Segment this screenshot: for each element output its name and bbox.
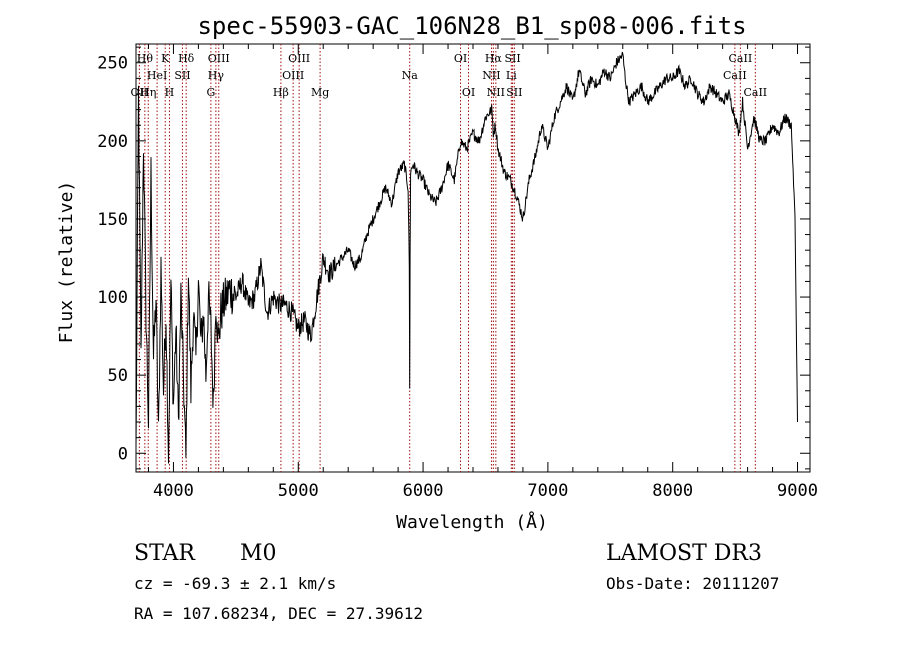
x-tick-label-3: 7000: [527, 481, 568, 501]
marker-label-14: Mg: [311, 86, 329, 99]
marker-label-17: OI: [462, 86, 475, 99]
y-tick-label-5: 250: [97, 54, 128, 74]
marker-label-4: K: [161, 52, 170, 65]
marker-label-21: Li: [506, 69, 517, 82]
marker-label-15: Na: [402, 69, 419, 82]
marker-label-11: Hβ: [273, 86, 289, 99]
spectrum-line-0: [135, 51, 798, 464]
marker-label-19: Hα: [485, 52, 503, 65]
y-tick-label-4: 200: [97, 132, 128, 152]
plot-frame: [135, 43, 811, 473]
marker-label-0: Hθ: [137, 52, 154, 65]
y-axis-ticks: 0 50 100 150 200 250: [97, 46, 810, 470]
chart-title: spec-55903-GAC_106N28_B1_sp08-006.fits: [197, 12, 746, 40]
class-label: STAR: [134, 541, 196, 566]
marker-label-3: HeI: [147, 69, 167, 82]
marker-label-18: NII: [482, 69, 500, 82]
marker-label-23: SII: [506, 86, 522, 99]
y-tick-label-2: 100: [97, 288, 128, 308]
marker-label-5: H: [165, 86, 175, 99]
marker-label-6: SII: [174, 69, 190, 82]
marker-label-16: OI: [454, 52, 467, 65]
x-tick-label-5: 9000: [777, 481, 818, 501]
subclass-label: M0: [240, 541, 277, 566]
obs-date-line: Obs-Date: 20111207: [606, 574, 779, 593]
x-tick-label-4: 8000: [652, 481, 693, 501]
marker-label-7: Hδ: [178, 52, 195, 65]
marker-label-25: CaII: [729, 52, 753, 65]
marker-label-13: OIII: [288, 52, 310, 65]
redshift-line: cz = -69.3 ± 2.1 km/s: [134, 574, 336, 593]
marker-label-12: OIII: [282, 69, 304, 82]
y-axis-label: Flux (relative): [56, 181, 77, 344]
marker-label-26: CaII: [743, 86, 767, 99]
spectral-line-markers: [138, 44, 756, 472]
y-tick-label-1: 50: [108, 366, 128, 386]
marker-label-8: G: [206, 86, 215, 99]
survey-label: LAMOST DR3: [606, 541, 762, 566]
y-tick-label-3: 150: [97, 210, 128, 230]
x-tick-label-2: 6000: [403, 481, 444, 501]
marker-label-20: NII: [487, 86, 505, 99]
x-axis-label: Wavelength (Å): [396, 511, 548, 533]
marker-label-22: SII: [504, 52, 520, 65]
marker-label-1: OII: [131, 86, 149, 99]
marker-label-10: OIII: [208, 52, 230, 65]
x-tick-label-0: 4000: [153, 481, 194, 501]
y-tick-label-0: 0: [118, 444, 128, 464]
x-axis-ticks: 4000 5000 6000 7000 8000 9000: [147, 44, 818, 501]
marker-label-2: Hη: [140, 86, 156, 99]
marker-label-9: Hγ: [208, 69, 225, 82]
spectrum-series: [135, 51, 798, 464]
x-tick-label-1: 5000: [278, 481, 319, 501]
marker-label-24: CaII: [723, 69, 747, 82]
coordinates-line: RA = 107.68234, DEC = 27.39612: [134, 604, 423, 623]
